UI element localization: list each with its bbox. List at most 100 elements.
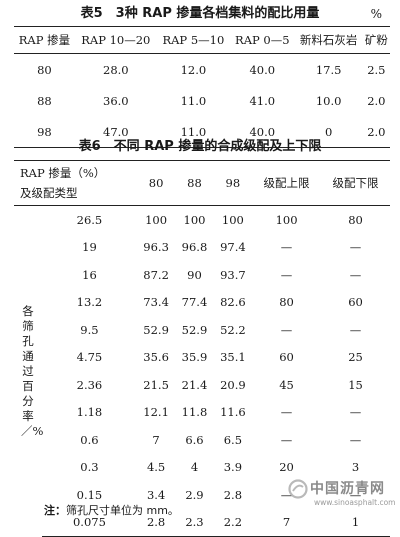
table6-header-cell: 级配上限 [252,160,322,206]
table-row: 0.15 3.4 2.9 2.8 — — [14,481,390,509]
table-cell: 11.0 [156,116,230,148]
table5: RAP 掺量 RAP 10—20 RAP 5—10 RAP 0—5 新料石灰岩 … [14,26,390,148]
table6-header-row: RAP 掺量（%） 及级配类型 80 88 98 级配上限 级配下限 [14,160,390,206]
table6-header-line1: RAP 掺量（%） [20,166,106,180]
table-cell: 90 [187,267,202,282]
table-cell: 13.2 [76,295,103,310]
table-cell: 4 [190,460,199,475]
table-cell: 25 [348,350,363,365]
table-cell: 35.6 [143,350,169,365]
table-cell: 93.7 [220,267,246,282]
table-cell: 45 [279,377,294,392]
table-cell: 3.9 [223,460,243,475]
table-cell: 15 [348,377,363,392]
table-cell: 2.8 [223,487,243,502]
table-row: 0.6 7 6.6 6.5 — — [14,426,390,454]
table-cell: 21.5 [143,377,169,392]
table6-header-corner: RAP 掺量（%） 及级配类型 [14,160,137,206]
table-cell: 26.5 [76,212,103,227]
table-cell: 2.2 [213,508,253,537]
table-row: 19 96.3 96.8 97.4 — — [14,234,390,262]
table-cell: 60 [279,350,294,365]
table-cell: 96.3 [143,240,169,255]
table-cell: 87.2 [143,267,169,282]
table-cell: 100 [183,212,206,227]
table-row: 13.2 73.4 77.4 82.6 80 60 [14,289,390,317]
table-cell: — [349,322,362,337]
table-cell: 11.0 [180,93,207,108]
table-cell: — [280,432,293,447]
table-cell: 12.0 [180,62,207,77]
table-cell: — [349,432,362,447]
table-cell: 52.9 [143,322,169,337]
table5-header-cell: RAP 10—20 [74,26,157,54]
table-cell: — [280,267,293,282]
table-cell: — [349,405,362,420]
table6-row-label-text: 各筛孔通过百分率／% [21,303,44,438]
table-row: 各筛孔通过百分率／% 26.5 100 100 100 100 80 [14,206,390,438]
table-row: 9.5 52.9 52.9 52.2 — — [14,316,390,344]
table-cell: 0.6 [80,432,99,447]
table-cell: 35.9 [181,350,208,365]
table-cell: 80 [279,295,294,310]
table-cell: 100 [275,212,298,227]
table-cell: 80 [348,212,363,227]
table-cell: 52.9 [181,322,208,337]
table-cell: — [280,322,293,337]
table6-header-cell: 88 [175,160,214,206]
table-cell: 16 [82,267,97,282]
table5-unit: % [370,7,382,21]
table6-row-label: 各筛孔通过百分率／% [14,206,44,537]
table-cell: 11.6 [220,405,246,420]
table-cell: 1.18 [76,405,103,420]
table-cell: 40.0 [230,116,295,148]
table-cell: 100 [221,212,244,227]
table-cell: 2.3 [175,508,214,537]
table-cell: 47.0 [74,116,157,148]
table5-header-cell: RAP 掺量 [14,26,75,54]
table-cell: 2.5 [367,62,386,77]
table-row: 98 47.0 11.0 40.0 0 2.0 [14,116,390,148]
table-note: 注：筛孔尺寸单位为 mm。 [44,502,179,518]
table-cell: 0 [294,116,363,148]
table-cell: 20 [279,460,294,475]
table-cell: 10.0 [315,93,342,108]
table-cell: — [349,267,362,282]
watermark: 中国沥青网 www.sinoasphalt.com [288,477,395,515]
table-cell: 2.36 [76,377,103,392]
table-cell: 97.4 [220,240,246,255]
table-cell: 17.5 [315,62,342,77]
table-cell: 28.0 [103,62,129,77]
table-row: 16 87.2 90 93.7 — — [14,261,390,289]
table-cell: 52.2 [220,322,246,337]
table5-header-cell: RAP 0—5 [230,26,295,54]
table-cell: 36.0 [103,93,129,108]
table-cell: 19 [82,240,97,255]
note-label: 注： [44,504,66,517]
watermark-name: 中国沥青网 [310,481,385,497]
table-cell: 4.5 [146,460,166,475]
table-cell: — [349,487,362,502]
table-row: 0.3 4.5 4 3.9 20 3 [14,454,390,482]
table-cell: 35.1 [220,350,246,365]
table-cell: — [280,487,293,502]
table-cell: 6.5 [223,432,243,447]
table-cell: — [280,405,293,420]
table-row: 88 36.0 11.0 41.0 10.0 2.0 [14,85,390,116]
table-cell: 40.0 [249,62,276,77]
table6-caption: 表6 不同 RAP 掺量的合成级配及上下限 [78,139,322,154]
table5-caption: 表5 3种 RAP 掺量各档集料的配比用量 [80,6,320,21]
table-cell: 0.15 [76,487,103,502]
note-text: 筛孔尺寸单位为 mm。 [66,504,179,517]
table5-header-cell: 矿粉 [362,26,390,54]
table-cell: 3 [351,460,360,475]
table-cell: 82.6 [220,295,246,310]
table6-header-cell: 80 [136,160,176,206]
table-row: 4.75 35.6 35.9 35.1 60 25 [14,344,390,372]
table6-header-cell: 98 [213,160,253,206]
table-cell: 2.0 [367,93,386,108]
table5-header-row: RAP 掺量 RAP 10—20 RAP 5—10 RAP 0—5 新料石灰岩 … [14,26,390,54]
table-cell: 77.4 [181,295,208,310]
table-cell: 88 [37,93,52,108]
table-cell: 98 [14,116,75,148]
